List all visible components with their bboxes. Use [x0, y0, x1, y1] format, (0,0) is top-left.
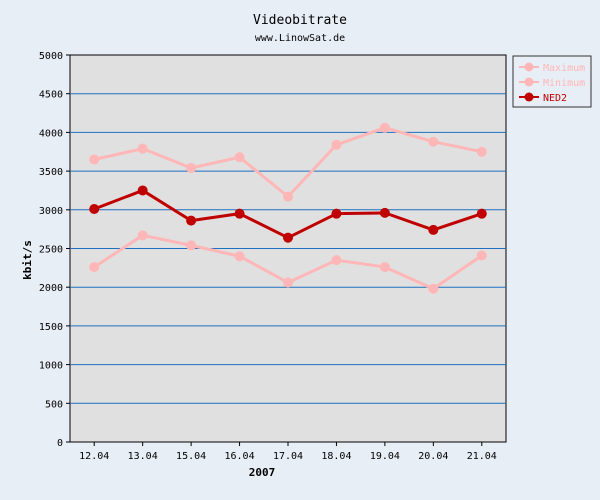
- y-axis-label: kbit/s: [21, 240, 34, 280]
- x-tick-label: 18.04: [321, 451, 351, 462]
- x-tick-label: 17.04: [273, 451, 303, 462]
- legend-label-ned2: NED2: [543, 93, 567, 104]
- data-point-minimum: [379, 262, 390, 273]
- data-point-ned2: [331, 208, 342, 219]
- y-tick-label: 3000: [39, 206, 63, 217]
- legend-marker-minimum: [524, 77, 534, 87]
- legend-label-maximum: Maximum: [543, 63, 585, 74]
- data-point-maximum: [234, 152, 245, 163]
- x-tick-label: 20.04: [418, 451, 448, 462]
- y-tick-label: 4500: [39, 90, 63, 101]
- data-point-maximum: [89, 154, 100, 165]
- data-point-maximum: [476, 146, 487, 157]
- y-tick-label: 0: [57, 438, 63, 449]
- y-tick-label: 4000: [39, 128, 63, 139]
- y-tick-label: 5000: [39, 51, 63, 62]
- chart-subtitle: www.LinowSat.de: [255, 33, 345, 44]
- x-tick-label: 16.04: [225, 451, 255, 462]
- x-tick-label: 19.04: [370, 451, 400, 462]
- x-tick-label: 21.04: [467, 451, 497, 462]
- series-layer: [89, 122, 487, 294]
- data-point-ned2: [89, 204, 100, 215]
- data-point-minimum: [428, 283, 439, 294]
- data-point-ned2: [476, 208, 487, 219]
- legend-label-minimum: Minimum: [543, 78, 585, 89]
- data-point-maximum: [283, 191, 293, 202]
- legend: Maximum Minimum NED2: [512, 55, 592, 108]
- data-point-minimum: [476, 250, 487, 261]
- data-point-ned2: [283, 232, 293, 243]
- data-point-ned2: [234, 208, 245, 219]
- legend-marker-maximum: [524, 62, 534, 72]
- data-point-maximum: [379, 122, 390, 133]
- data-point-minimum: [331, 255, 342, 266]
- y-tick-label: 1500: [39, 322, 63, 333]
- y-tick-label: 1000: [39, 361, 63, 372]
- x-axis-label: 2007: [249, 466, 276, 479]
- data-point-ned2: [379, 207, 390, 218]
- y-tick-label: 500: [45, 399, 63, 410]
- x-tick-label: 13.04: [128, 451, 158, 462]
- data-point-ned2: [137, 185, 148, 196]
- data-point-minimum: [89, 262, 100, 273]
- data-point-ned2: [186, 215, 197, 226]
- data-point-minimum: [137, 230, 148, 241]
- grid-lines: [70, 93, 506, 404]
- chart-title: Videobitrate: [253, 13, 347, 28]
- data-point-minimum: [186, 240, 197, 251]
- data-point-ned2: [428, 224, 439, 235]
- data-point-minimum: [283, 277, 293, 288]
- axes: 0 500 1000 1500 2000 2500 3000 3500 4000 4500 5000…: [39, 51, 497, 462]
- data-point-maximum: [428, 136, 439, 147]
- legend-marker-ned2: [524, 92, 534, 102]
- data-point-minimum: [234, 251, 245, 262]
- y-tick-label: 2500: [39, 245, 63, 256]
- data-point-maximum: [186, 163, 197, 174]
- data-point-maximum: [331, 139, 342, 150]
- y-tick-label: 2000: [39, 283, 63, 294]
- y-tick-label: 3500: [39, 167, 63, 178]
- x-tick-label: 15.04: [176, 451, 206, 462]
- data-point-maximum: [137, 143, 148, 154]
- x-tick-label: 12.04: [79, 451, 109, 462]
